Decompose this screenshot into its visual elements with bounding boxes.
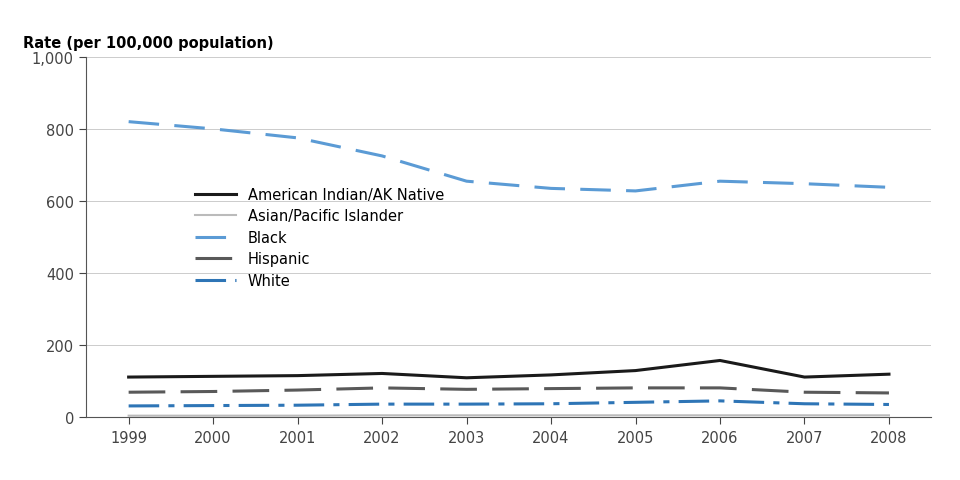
- American Indian/AK Native: [883, 372, 895, 377]
- American Indian/AK Native: [207, 373, 219, 379]
- Asian/Pacific Islander: [376, 413, 388, 419]
- Hispanic: [376, 385, 388, 391]
- Hispanic: [461, 387, 472, 393]
- American Indian/AK Native: [461, 375, 472, 381]
- White: [123, 403, 134, 409]
- Hispanic: [714, 385, 726, 391]
- Asian/Pacific Islander: [714, 413, 726, 419]
- Asian/Pacific Islander: [292, 413, 303, 419]
- Black: [714, 179, 726, 185]
- Black: [292, 136, 303, 142]
- American Indian/AK Native: [376, 371, 388, 376]
- Asian/Pacific Islander: [461, 413, 472, 419]
- Black: [630, 189, 641, 194]
- Black: [461, 179, 472, 185]
- Text: Rate (per 100,000 population): Rate (per 100,000 population): [23, 36, 274, 50]
- Hispanic: [123, 390, 134, 396]
- Black: [376, 154, 388, 159]
- Line: Black: Black: [129, 122, 889, 192]
- Black: [123, 120, 134, 125]
- Black: [207, 127, 219, 132]
- American Indian/AK Native: [292, 373, 303, 379]
- Asian/Pacific Islander: [207, 413, 219, 419]
- Asian/Pacific Islander: [630, 413, 641, 419]
- White: [292, 402, 303, 408]
- White: [799, 401, 810, 407]
- American Indian/AK Native: [545, 372, 557, 378]
- Hispanic: [799, 390, 810, 396]
- White: [545, 401, 557, 407]
- Legend: American Indian/AK Native, Asian/Pacific Islander, Black, Hispanic, White: American Indian/AK Native, Asian/Pacific…: [195, 187, 444, 288]
- Line: White: White: [129, 401, 889, 406]
- Black: [545, 186, 557, 192]
- Asian/Pacific Islander: [799, 413, 810, 419]
- White: [883, 402, 895, 408]
- Black: [883, 185, 895, 191]
- Line: American Indian/AK Native: American Indian/AK Native: [129, 361, 889, 378]
- White: [461, 401, 472, 407]
- Asian/Pacific Islander: [545, 413, 557, 419]
- White: [714, 398, 726, 404]
- Hispanic: [545, 386, 557, 392]
- American Indian/AK Native: [630, 368, 641, 373]
- American Indian/AK Native: [799, 374, 810, 380]
- White: [376, 401, 388, 407]
- Hispanic: [292, 387, 303, 393]
- Line: Hispanic: Hispanic: [129, 388, 889, 393]
- American Indian/AK Native: [123, 374, 134, 380]
- American Indian/AK Native: [714, 358, 726, 364]
- White: [630, 399, 641, 405]
- Hispanic: [883, 390, 895, 396]
- Black: [799, 181, 810, 187]
- Hispanic: [630, 385, 641, 391]
- White: [207, 403, 219, 408]
- Asian/Pacific Islander: [123, 413, 134, 419]
- Hispanic: [207, 389, 219, 395]
- Asian/Pacific Islander: [883, 413, 895, 419]
